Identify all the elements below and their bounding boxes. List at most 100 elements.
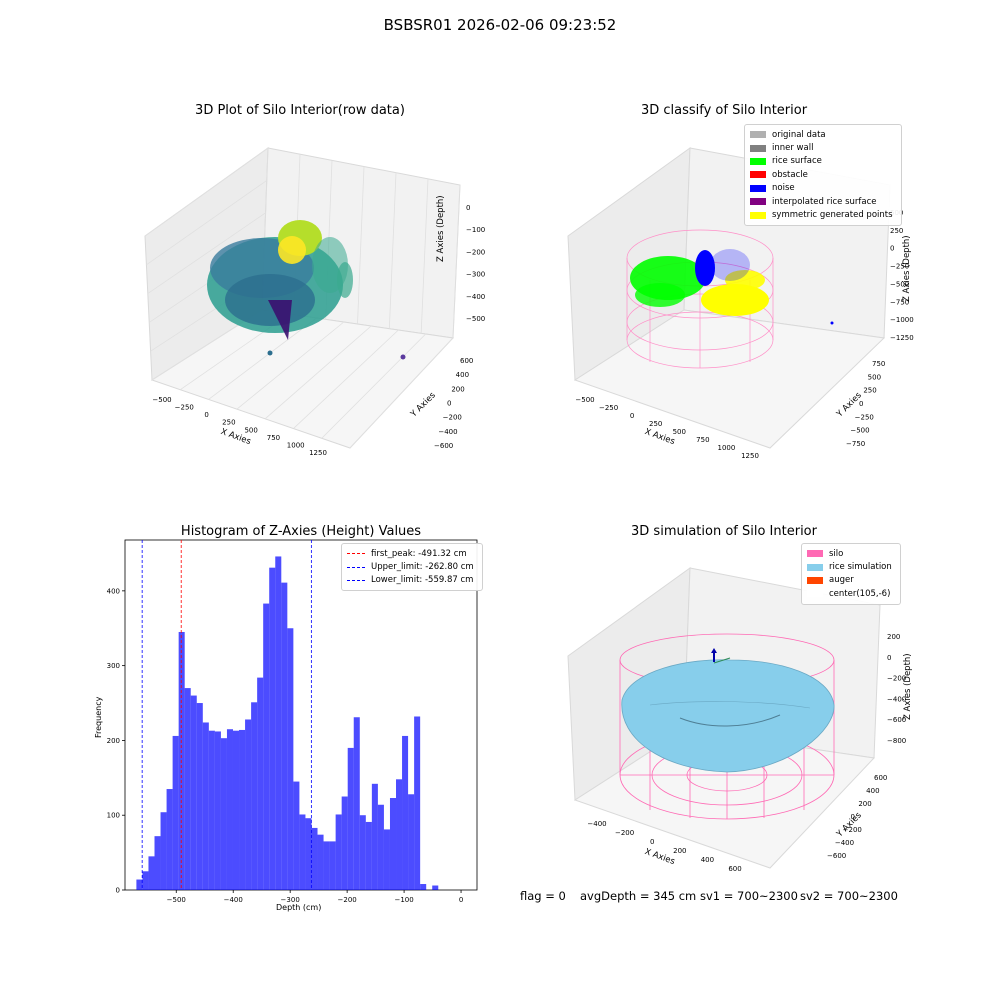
histogram-x-tick-label: −500 xyxy=(167,896,186,904)
histogram-y-tick-label: 300 xyxy=(107,662,120,670)
panel2-legend-item: symmetric generated points xyxy=(750,208,896,221)
histogram-bar xyxy=(432,885,439,890)
panel2-z-tick-label: −1250 xyxy=(890,334,914,342)
panel2-x-tick-label: 0 xyxy=(630,412,634,420)
histogram-bar xyxy=(347,747,354,890)
panel4-y-tick-label: −600 xyxy=(827,852,846,860)
panel1-x-tick-label: 0 xyxy=(204,411,208,419)
panel2-legend-swatch xyxy=(750,211,766,219)
histogram-bar xyxy=(160,812,167,890)
histogram-bar xyxy=(329,841,336,890)
panel4-z-tick-label: −400 xyxy=(887,695,906,703)
panel1-z-tick-label: −300 xyxy=(466,271,485,279)
panel1-y-tick-label: −600 xyxy=(434,442,453,450)
histogram-bar xyxy=(275,556,282,890)
panel4-legend-swatch xyxy=(807,550,823,558)
panel1-y-tick-label: −200 xyxy=(443,414,462,422)
panel1-z-tick-label: −200 xyxy=(466,248,485,256)
panel1-x-tick-label: 1000 xyxy=(287,441,305,449)
panel2-x-tick-label: 1000 xyxy=(718,444,736,452)
histogram-xlabel: Depth (cm) xyxy=(276,903,322,912)
histogram-bar xyxy=(142,871,149,890)
histogram-legend-label: first_peak: -491.32 cm xyxy=(371,548,467,559)
panel4-legend-label: silo xyxy=(829,548,844,559)
histogram-bar xyxy=(389,798,397,890)
histogram-bar xyxy=(299,814,306,890)
panel2-z-tick-label: −750 xyxy=(890,298,909,306)
panel4-x-tick-label: −400 xyxy=(587,820,606,828)
panel4-z-tick-label: −600 xyxy=(887,716,906,724)
panel2-legend-label: symmetric generated points xyxy=(772,210,893,221)
panel1-x-tick-label: 500 xyxy=(244,426,257,434)
histogram-bar xyxy=(305,818,312,890)
histogram-bar xyxy=(263,603,270,890)
histogram-y-tick-label: 400 xyxy=(107,587,120,595)
panel4-y-tick-label: −400 xyxy=(835,839,854,847)
histogram-bar xyxy=(148,856,155,890)
histogram-bar xyxy=(208,730,215,890)
histogram-bar xyxy=(172,735,179,890)
histogram-legend-swatch xyxy=(347,579,365,581)
histogram-bar xyxy=(359,815,366,890)
histogram-bar xyxy=(178,631,185,890)
panel2-legend-label: noise xyxy=(772,183,795,194)
status-sv2: sv2 = 700~2300 xyxy=(800,889,898,903)
panel4-rice-surface xyxy=(621,659,835,773)
histogram-bar xyxy=(214,731,221,890)
panel4-x-tick-label: −200 xyxy=(615,829,634,837)
panel4-x-tick-label: 200 xyxy=(673,847,686,855)
panel2-y-tick-label: 500 xyxy=(868,373,881,381)
histogram-legend-item: Upper_limit: -262.80 cm xyxy=(347,560,477,573)
panel2-legend-item: original data xyxy=(750,128,896,141)
panel2-legend-swatch xyxy=(750,157,766,165)
panel1-y-tick-label: 200 xyxy=(451,385,464,393)
histogram-bar xyxy=(335,814,342,890)
panel1-y-tick-label: 600 xyxy=(460,357,473,365)
panel2-legend-swatch xyxy=(750,144,766,152)
panel2-legend-item: interpolated rice surface xyxy=(750,195,896,208)
histogram-bar xyxy=(365,821,372,890)
panel1-x-tick-label: −250 xyxy=(175,404,194,412)
histogram-bar xyxy=(190,695,197,890)
panel2-x-tick-label: −250 xyxy=(599,404,618,412)
histogram-bar xyxy=(420,884,427,890)
panel2-x-tick-label: 250 xyxy=(649,420,662,428)
histogram-bar xyxy=(154,836,161,890)
panel2-legend-label: interpolated rice surface xyxy=(772,196,877,207)
panel2-z-tick-label: −500 xyxy=(890,280,909,288)
panel4-x-tick-label: 0 xyxy=(650,838,654,846)
panel2-legend-label: rice surface xyxy=(772,156,822,167)
histogram-bar xyxy=(408,794,415,890)
histogram-x-tick-label: −200 xyxy=(338,896,357,904)
histogram-bar xyxy=(251,702,258,890)
histogram-bar xyxy=(287,628,294,890)
panel2-legend-item: inner wall xyxy=(750,141,896,154)
panel4-legend-label: rice simulation xyxy=(829,562,892,573)
panel4-y-tick-label: 200 xyxy=(858,800,871,808)
histogram-bar xyxy=(281,582,288,890)
panel2-legend-swatch xyxy=(750,184,766,192)
panel1-z-tick-label: 0 xyxy=(466,204,470,212)
panel4-legend-label: auger xyxy=(829,575,854,586)
histogram-bar xyxy=(371,783,378,890)
status-flag: flag = 0 xyxy=(520,889,566,903)
histogram-bar xyxy=(323,841,330,890)
panel4-x-tick-label: 400 xyxy=(701,856,714,864)
panel4-auger xyxy=(711,648,731,664)
panel1-point-cloud xyxy=(207,220,406,360)
histogram-bar xyxy=(269,567,276,890)
panel2-z-tick-label: −1000 xyxy=(890,316,914,324)
panel2-legend: original data inner wall rice surface obsta… xyxy=(744,124,902,226)
histogram-legend-item: first_peak: -491.32 cm xyxy=(347,547,477,560)
panel2-x-tick-label: −500 xyxy=(575,396,594,404)
panel2-legend-item: noise xyxy=(750,182,896,195)
histogram-bar xyxy=(402,735,409,890)
histogram-bar xyxy=(396,779,403,890)
histogram-bar xyxy=(239,729,246,890)
panel2-x-tick-label: 500 xyxy=(673,428,686,436)
panel4-title: 3D simulation of Silo Interior xyxy=(631,524,817,539)
histogram-bar xyxy=(166,789,173,890)
